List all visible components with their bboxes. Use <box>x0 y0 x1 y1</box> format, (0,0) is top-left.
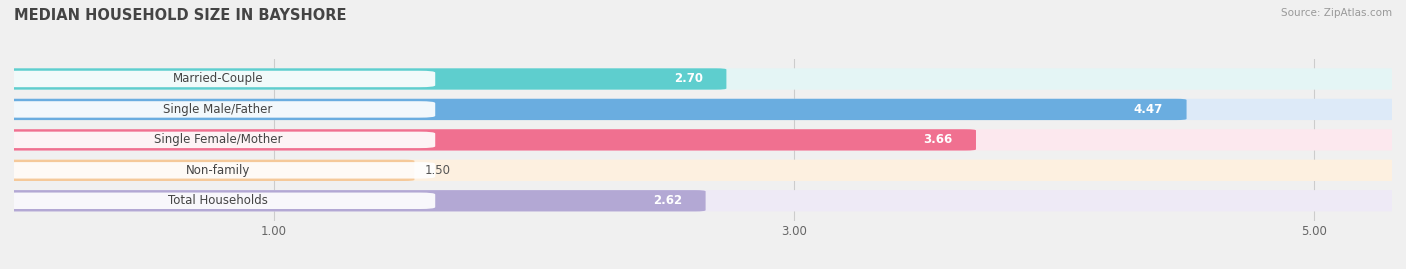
FancyBboxPatch shape <box>4 160 415 181</box>
FancyBboxPatch shape <box>4 190 1402 211</box>
FancyBboxPatch shape <box>1 162 436 179</box>
FancyBboxPatch shape <box>4 99 1402 120</box>
FancyBboxPatch shape <box>1 101 436 118</box>
Text: Source: ZipAtlas.com: Source: ZipAtlas.com <box>1281 8 1392 18</box>
Text: 1.50: 1.50 <box>425 164 451 177</box>
FancyBboxPatch shape <box>4 99 1187 120</box>
FancyBboxPatch shape <box>4 160 1402 181</box>
Text: 4.47: 4.47 <box>1133 103 1163 116</box>
FancyBboxPatch shape <box>4 129 976 151</box>
Text: Total Households: Total Households <box>169 194 269 207</box>
Text: Non-family: Non-family <box>186 164 250 177</box>
FancyBboxPatch shape <box>4 68 727 90</box>
Text: 3.66: 3.66 <box>924 133 953 146</box>
FancyBboxPatch shape <box>1 71 436 87</box>
Text: 2.70: 2.70 <box>673 72 703 86</box>
FancyBboxPatch shape <box>1 132 436 148</box>
Text: Single Male/Father: Single Male/Father <box>163 103 273 116</box>
Text: Married-Couple: Married-Couple <box>173 72 263 86</box>
FancyBboxPatch shape <box>4 190 706 211</box>
FancyBboxPatch shape <box>1 193 436 209</box>
Text: MEDIAN HOUSEHOLD SIZE IN BAYSHORE: MEDIAN HOUSEHOLD SIZE IN BAYSHORE <box>14 8 346 23</box>
FancyBboxPatch shape <box>4 68 1402 90</box>
FancyBboxPatch shape <box>4 129 1402 151</box>
Text: 2.62: 2.62 <box>652 194 682 207</box>
Text: Single Female/Mother: Single Female/Mother <box>153 133 283 146</box>
